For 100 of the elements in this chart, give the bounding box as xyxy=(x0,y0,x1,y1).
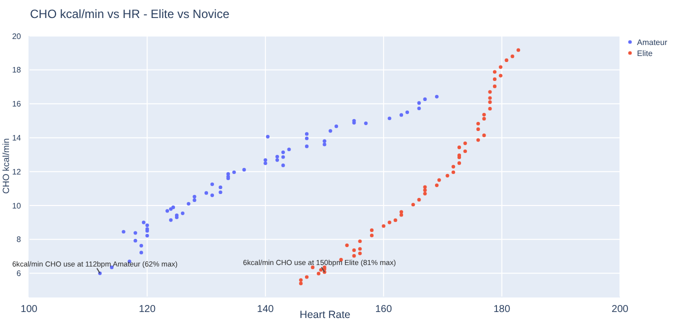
x-tick-label: 200 xyxy=(612,304,629,316)
point xyxy=(192,194,196,198)
x-tick-label: 180 xyxy=(493,304,511,316)
point xyxy=(281,150,285,154)
x-tick-label: 120 xyxy=(138,304,156,316)
point xyxy=(488,100,492,104)
point xyxy=(304,144,309,148)
point xyxy=(322,142,326,146)
point xyxy=(492,77,497,82)
point xyxy=(134,231,138,235)
y-tick-label: 14 xyxy=(12,134,22,143)
point xyxy=(142,220,146,224)
point xyxy=(492,84,497,88)
point xyxy=(482,116,486,121)
point xyxy=(169,218,173,222)
y-tick-label: 12 xyxy=(12,167,22,176)
point xyxy=(352,254,356,258)
point xyxy=(457,146,462,150)
point xyxy=(370,228,374,232)
point xyxy=(446,174,450,178)
point xyxy=(316,272,320,276)
point xyxy=(264,158,268,162)
y-tick-label: 6 xyxy=(16,269,22,278)
point xyxy=(437,178,441,182)
x-tick-label: 140 xyxy=(257,304,274,316)
point xyxy=(434,184,439,188)
point xyxy=(423,97,427,102)
point xyxy=(218,190,222,194)
point xyxy=(281,155,285,159)
point xyxy=(264,161,268,166)
point xyxy=(516,48,520,52)
point xyxy=(171,206,176,210)
point xyxy=(310,266,314,270)
point xyxy=(304,136,309,140)
point xyxy=(352,248,356,252)
point xyxy=(186,202,190,206)
point xyxy=(488,106,492,111)
point xyxy=(417,106,421,110)
chart-title: CHO kcal/min vs HR - Elite vs Novice xyxy=(30,7,230,21)
point xyxy=(492,70,497,74)
point xyxy=(287,148,291,152)
y-tick-label: 10 xyxy=(12,201,22,210)
point xyxy=(304,132,309,136)
point xyxy=(463,141,467,146)
point xyxy=(476,122,480,126)
y-tick-label: 16 xyxy=(12,100,22,109)
point xyxy=(242,168,246,172)
point xyxy=(482,112,486,116)
point xyxy=(210,182,214,186)
point xyxy=(322,139,326,143)
y-axis-title: CHO kcal/min xyxy=(1,138,11,194)
y-tick-label: 18 xyxy=(12,66,22,75)
point xyxy=(434,94,439,98)
point xyxy=(400,113,404,117)
point xyxy=(463,149,467,154)
point xyxy=(364,121,368,126)
point xyxy=(180,211,184,216)
point xyxy=(134,238,138,243)
point xyxy=(482,134,486,138)
point xyxy=(452,170,456,174)
point xyxy=(498,65,502,69)
point xyxy=(488,90,492,94)
point xyxy=(423,185,427,189)
point xyxy=(476,138,480,142)
point xyxy=(400,210,404,214)
point xyxy=(334,124,338,128)
point xyxy=(358,252,362,256)
point xyxy=(498,74,502,78)
point xyxy=(275,154,280,158)
point xyxy=(139,244,144,248)
point xyxy=(394,218,398,222)
point xyxy=(510,54,514,58)
x-tick-label: 160 xyxy=(375,304,392,316)
point xyxy=(275,158,280,162)
point xyxy=(388,116,392,120)
point xyxy=(457,161,462,165)
point xyxy=(192,198,196,202)
point xyxy=(417,198,421,202)
point xyxy=(304,275,309,279)
point xyxy=(388,220,392,224)
point xyxy=(358,239,362,244)
point xyxy=(400,213,404,217)
point xyxy=(218,186,222,190)
point xyxy=(488,96,492,100)
point xyxy=(345,244,349,248)
x-axis-title: Heart Rate xyxy=(300,309,351,321)
point xyxy=(370,234,374,238)
point xyxy=(328,129,332,133)
point xyxy=(145,234,149,238)
point xyxy=(210,194,214,198)
point xyxy=(405,110,410,114)
point xyxy=(139,250,144,254)
point xyxy=(299,282,303,286)
point xyxy=(358,247,362,251)
point xyxy=(504,58,508,62)
point xyxy=(204,191,208,195)
point xyxy=(165,209,170,213)
point xyxy=(145,224,149,228)
legend-label: Elite xyxy=(637,49,654,58)
point xyxy=(266,134,270,138)
